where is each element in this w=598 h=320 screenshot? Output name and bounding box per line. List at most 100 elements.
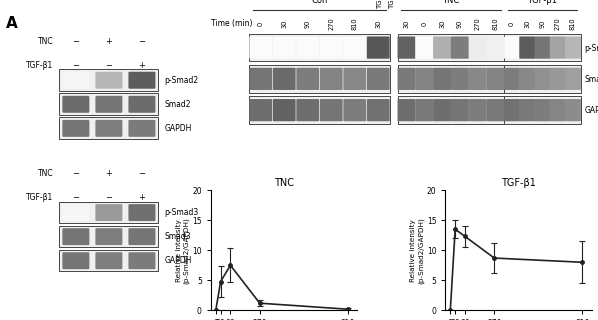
FancyBboxPatch shape <box>433 68 451 90</box>
FancyBboxPatch shape <box>273 68 295 90</box>
FancyBboxPatch shape <box>565 99 581 121</box>
FancyBboxPatch shape <box>320 68 343 90</box>
FancyBboxPatch shape <box>504 99 520 121</box>
FancyBboxPatch shape <box>416 68 434 90</box>
FancyBboxPatch shape <box>297 68 319 90</box>
FancyBboxPatch shape <box>519 36 535 59</box>
Bar <box>59 226 158 247</box>
FancyBboxPatch shape <box>249 36 272 59</box>
FancyBboxPatch shape <box>96 228 123 245</box>
FancyBboxPatch shape <box>62 72 89 89</box>
Text: −: − <box>138 169 145 178</box>
FancyBboxPatch shape <box>535 68 550 90</box>
Bar <box>59 202 158 223</box>
Text: 30: 30 <box>376 19 382 28</box>
Text: TNC: TNC <box>38 37 54 46</box>
Text: 270: 270 <box>475 17 481 30</box>
Text: 0: 0 <box>422 21 428 26</box>
Bar <box>59 93 158 115</box>
FancyBboxPatch shape <box>62 204 89 221</box>
FancyBboxPatch shape <box>451 36 469 59</box>
Bar <box>398 34 504 61</box>
FancyBboxPatch shape <box>451 99 469 121</box>
Text: 810: 810 <box>352 17 358 30</box>
FancyBboxPatch shape <box>96 252 123 269</box>
Text: 30: 30 <box>524 19 530 28</box>
Text: Smad2: Smad2 <box>584 75 598 84</box>
FancyBboxPatch shape <box>535 36 550 59</box>
FancyBboxPatch shape <box>565 36 581 59</box>
Bar <box>504 96 581 124</box>
FancyBboxPatch shape <box>297 36 319 59</box>
FancyBboxPatch shape <box>504 68 520 90</box>
FancyBboxPatch shape <box>343 36 366 59</box>
Bar <box>59 250 158 271</box>
Text: 810: 810 <box>493 17 499 30</box>
Text: 270: 270 <box>555 17 561 30</box>
FancyBboxPatch shape <box>469 99 487 121</box>
Text: 30: 30 <box>404 19 410 28</box>
Text: Smad3: Smad3 <box>164 232 191 241</box>
FancyBboxPatch shape <box>398 99 416 121</box>
Text: 0: 0 <box>258 21 264 26</box>
Text: GAPDH: GAPDH <box>164 124 191 133</box>
Text: 810: 810 <box>570 17 576 30</box>
FancyBboxPatch shape <box>343 68 366 90</box>
FancyBboxPatch shape <box>249 99 272 121</box>
FancyBboxPatch shape <box>519 68 535 90</box>
Text: −: − <box>138 37 145 46</box>
FancyBboxPatch shape <box>129 228 155 245</box>
FancyBboxPatch shape <box>550 36 566 59</box>
Text: 90: 90 <box>305 19 311 28</box>
FancyBboxPatch shape <box>297 99 319 121</box>
Text: p-Smad3: p-Smad3 <box>164 208 199 217</box>
FancyBboxPatch shape <box>565 68 581 90</box>
FancyBboxPatch shape <box>62 228 89 245</box>
Text: +: + <box>105 37 112 46</box>
FancyBboxPatch shape <box>504 36 520 59</box>
Bar <box>504 65 581 92</box>
Text: +: + <box>139 61 145 70</box>
Text: 30: 30 <box>439 19 445 28</box>
FancyBboxPatch shape <box>469 36 487 59</box>
FancyBboxPatch shape <box>367 36 390 59</box>
FancyBboxPatch shape <box>320 36 343 59</box>
FancyBboxPatch shape <box>343 99 366 121</box>
Y-axis label: Relative Intensity
(p-Smad2/GAPDH): Relative Intensity (p-Smad2/GAPDH) <box>176 217 190 284</box>
Text: +: + <box>139 193 145 202</box>
Text: 90: 90 <box>457 19 463 28</box>
Text: GAPDH: GAPDH <box>584 106 598 115</box>
Text: TGF-β1: TGF-β1 <box>26 193 54 202</box>
FancyBboxPatch shape <box>129 252 155 269</box>
Y-axis label: Relative Intensity
(p-Smad2/GAPDH): Relative Intensity (p-Smad2/GAPDH) <box>410 217 424 284</box>
Text: TGF-β1: TGF-β1 <box>389 0 395 9</box>
Text: 30: 30 <box>281 19 287 28</box>
FancyBboxPatch shape <box>367 68 390 90</box>
Text: 90: 90 <box>539 19 545 28</box>
Bar <box>59 69 158 91</box>
Text: TNC: TNC <box>38 169 54 178</box>
Text: p-Smad2: p-Smad2 <box>164 76 199 85</box>
Bar <box>249 96 390 124</box>
FancyBboxPatch shape <box>486 68 505 90</box>
FancyBboxPatch shape <box>550 99 566 121</box>
Text: +: + <box>105 169 112 178</box>
Text: −: − <box>72 61 80 70</box>
FancyBboxPatch shape <box>62 252 89 269</box>
Bar <box>249 65 390 92</box>
Text: −: − <box>72 169 80 178</box>
Text: TGF-β1: TGF-β1 <box>377 0 383 9</box>
Text: −: − <box>105 193 112 202</box>
Text: −: − <box>72 193 80 202</box>
FancyBboxPatch shape <box>486 99 505 121</box>
Text: −: − <box>72 37 80 46</box>
FancyBboxPatch shape <box>273 99 295 121</box>
FancyBboxPatch shape <box>62 120 89 137</box>
FancyBboxPatch shape <box>367 99 390 121</box>
FancyBboxPatch shape <box>451 68 469 90</box>
Text: Smad2: Smad2 <box>164 100 191 109</box>
FancyBboxPatch shape <box>320 99 343 121</box>
Text: 270: 270 <box>328 17 334 30</box>
Title: TGF-β1: TGF-β1 <box>501 178 536 188</box>
Title: TNC: TNC <box>274 178 294 188</box>
